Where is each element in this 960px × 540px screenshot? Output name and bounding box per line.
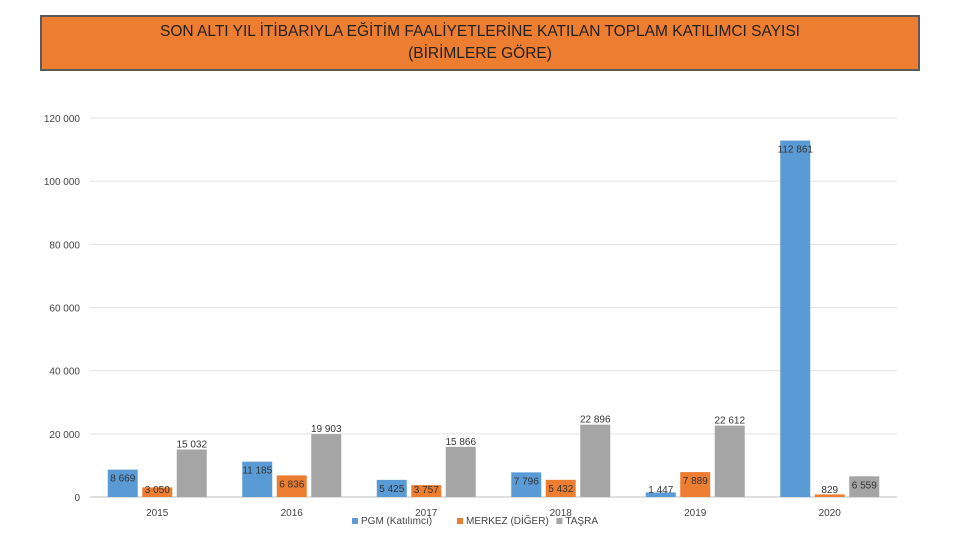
- data-label: 6 836: [279, 479, 304, 490]
- data-label: 22 896: [580, 415, 611, 426]
- y-tick-label: 40 000: [49, 367, 80, 378]
- x-tick-label: 2016: [281, 508, 304, 519]
- chart-title-line1: SON ALTI YIL İTİBARIYLA EĞİTİM FAALİYETL…: [159, 23, 800, 40]
- data-label: 5 425: [379, 484, 404, 495]
- data-label: 11 185: [242, 466, 272, 477]
- bar: [714, 425, 745, 497]
- data-label: 829: [821, 485, 838, 496]
- bar: [242, 461, 273, 497]
- y-tick-label: 120 000: [44, 114, 81, 125]
- bar: [142, 487, 173, 497]
- data-label: 5 432: [548, 484, 573, 495]
- bar: [545, 479, 576, 497]
- data-label: 8 669: [110, 474, 135, 485]
- bar: [276, 475, 307, 497]
- x-tick-label: 2018: [550, 508, 573, 519]
- data-label: 15 032: [176, 440, 207, 451]
- data-label: 15 866: [445, 437, 476, 448]
- data-label: 22 612: [714, 416, 745, 427]
- chart-title-line2: (BİRİMLERE GÖRE): [408, 45, 552, 62]
- y-tick-label: 80 000: [49, 240, 80, 251]
- bar: [445, 446, 476, 497]
- bar: [780, 140, 811, 497]
- legend-swatch: [352, 518, 358, 524]
- bar: [107, 469, 138, 497]
- data-label: 3 757: [414, 485, 439, 496]
- data-label: 7 796: [514, 476, 539, 487]
- x-tick-label: 2019: [684, 508, 707, 519]
- data-label: 7 889: [683, 476, 708, 487]
- bar: [814, 494, 845, 497]
- legend: PGM (Katılımcı) MERKEZ (DİĞER) TAŞRA: [352, 514, 598, 527]
- gridlines: [90, 117, 897, 498]
- bar: [176, 449, 207, 497]
- bar: [580, 424, 611, 497]
- y-tick-label: 60 000: [49, 304, 80, 315]
- bar: [376, 479, 407, 497]
- legend-label: MERKEZ (DİĞER): [466, 514, 549, 527]
- y-axis: 0 20 000 40 000 60 000 80 000 100 000 120 000: [44, 114, 81, 504]
- bar: [849, 476, 880, 497]
- data-label: 1 447: [648, 485, 673, 496]
- chart-title-box: SON ALTI YIL İTİBARIYLA EĞİTİM FAALİYETL…: [40, 15, 920, 71]
- x-axis: 2015 2016 2017 2018 2019 2020: [146, 508, 841, 519]
- x-tick-label: 2020: [819, 508, 842, 519]
- bar: [411, 485, 442, 497]
- y-tick-label: 0: [74, 493, 80, 504]
- data-label: 112 861: [778, 145, 814, 156]
- x-tick-label: 2015: [146, 508, 169, 519]
- data-label: 19 903: [311, 424, 342, 435]
- legend-label: PGM (Katılımcı): [361, 516, 432, 527]
- legend-swatch: [556, 518, 563, 524]
- data-label: 3 050: [145, 485, 170, 496]
- y-tick-label: 100 000: [44, 177, 81, 188]
- bar: [645, 492, 676, 497]
- y-tick-label: 20 000: [49, 430, 80, 441]
- legend-label: TAŞRA: [565, 516, 598, 527]
- bars: 8 669 3 050 15 032 11 185 6 836 19 903 5 425 3 …: [107, 140, 880, 497]
- bar: [511, 472, 542, 497]
- data-label: 6 559: [852, 480, 877, 491]
- legend-swatch: [457, 518, 463, 524]
- x-tick-label: 2017: [415, 508, 438, 519]
- bar: [311, 434, 342, 497]
- bar: [680, 472, 711, 497]
